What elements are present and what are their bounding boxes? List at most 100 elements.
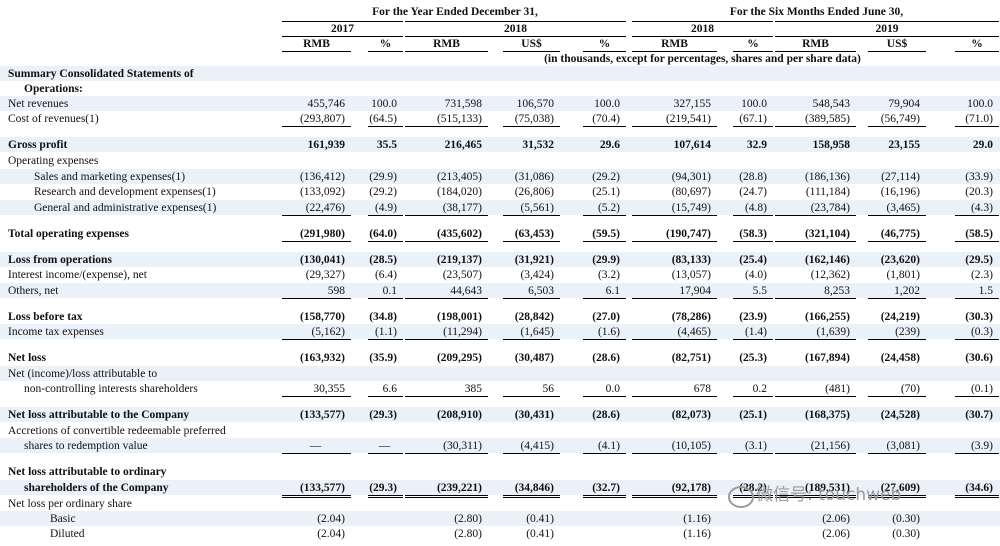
cell-value: (70) — [900, 383, 920, 395]
cell-value: (4.0) — [744, 269, 767, 281]
cell-value: (2.3) — [970, 269, 993, 281]
underline — [775, 495, 856, 501]
cell-value: 100.0 — [371, 98, 397, 110]
unit-header: RMB — [282, 37, 351, 52]
underline — [282, 298, 351, 302]
row-band — [0, 252, 1000, 267]
cell-value: (28.6) — [592, 352, 620, 364]
cell-value: (59.5) — [592, 228, 620, 240]
cell-value: (0.30) — [892, 513, 920, 525]
cell-value: (239,221) — [436, 482, 482, 494]
underline — [733, 215, 773, 219]
underline — [868, 495, 926, 501]
row-band — [0, 324, 1000, 339]
cell-value: (28.6) — [592, 409, 620, 421]
cell-value: (25.3) — [739, 352, 767, 364]
cell-value: (29.2) — [369, 186, 397, 198]
row-band — [0, 283, 1000, 298]
cell-value: (1.16) — [683, 513, 711, 525]
cell-value: 8,253 — [824, 285, 850, 297]
cell-value: (75,038) — [514, 113, 554, 125]
cell-value: (24,528) — [880, 409, 920, 421]
cell-value: (1,645) — [520, 326, 554, 338]
cell-value: (4.9) — [374, 202, 397, 214]
cell-value: (167,894) — [804, 352, 850, 364]
cell-value: (111,184) — [805, 186, 850, 198]
cell-value: (3,465) — [886, 202, 920, 214]
cell-value: 29.0 — [972, 139, 993, 151]
cell-value: (136,412) — [299, 171, 345, 183]
underline — [632, 453, 717, 457]
cell-value: (23.9) — [739, 311, 767, 323]
underline — [775, 126, 856, 130]
underline — [368, 215, 403, 219]
underline — [583, 298, 626, 302]
row-label: Diluted — [50, 528, 85, 540]
cell-value: 678 — [693, 383, 711, 395]
cell-value: (12,362) — [810, 269, 850, 281]
cell-value: (219,137) — [436, 254, 482, 266]
cell-value: (3,081) — [886, 440, 920, 452]
cell-value: 100.0 — [594, 98, 620, 110]
cell-value: (163,932) — [299, 352, 345, 364]
cell-value: (0.41) — [526, 528, 554, 540]
cell-value: (21,156) — [810, 440, 850, 452]
cell-value: (29.9) — [369, 171, 397, 183]
underline — [368, 339, 403, 343]
cell-value: (35.9) — [369, 352, 397, 364]
underline — [868, 298, 926, 302]
cell-value: (2.80) — [454, 513, 482, 525]
cell-value: (64.0) — [369, 228, 397, 240]
cell-value: (56,749) — [880, 113, 920, 125]
cell-value: (1.1) — [374, 326, 397, 338]
cell-value: (10,105) — [671, 440, 711, 452]
year-header: 2018 — [405, 21, 626, 37]
cell-value: (31,921) — [514, 254, 554, 266]
underline — [632, 298, 717, 302]
cell-value: (28.8) — [739, 171, 767, 183]
cell-value: (435,602) — [436, 228, 482, 240]
underline — [583, 453, 626, 457]
row-label: Research and development expenses(1) — [34, 186, 216, 198]
cell-value: (2.04) — [317, 528, 345, 540]
cell-value: (32.7) — [592, 482, 620, 494]
cell-value: 1.5 — [978, 285, 993, 297]
cell-value: (23,620) — [880, 254, 920, 266]
row-label: Operations: — [24, 83, 83, 95]
underline — [775, 339, 856, 343]
cell-value: 100.0 — [741, 98, 767, 110]
cell-value: 17,904 — [679, 285, 711, 297]
underline — [282, 215, 351, 219]
row-label: shares to redemption value — [24, 440, 148, 452]
cell-value: 56 — [542, 383, 555, 395]
cell-value: 107,614 — [673, 139, 711, 151]
cell-value: 1,202 — [894, 285, 920, 297]
year-header: 2019 — [775, 21, 999, 37]
cell-value: 23,155 — [888, 139, 920, 151]
underline — [868, 126, 926, 130]
cell-value: (92,178) — [671, 482, 711, 494]
underline — [405, 126, 488, 130]
cell-value: (28.5) — [369, 254, 397, 266]
row-label: non-controlling interests shareholders — [24, 383, 198, 395]
underline — [405, 453, 488, 457]
row-band — [0, 438, 1000, 453]
row-label: Others, net — [8, 285, 59, 297]
underline — [583, 241, 626, 245]
underline — [868, 396, 926, 400]
cell-value: — — [309, 440, 322, 452]
cell-value: (3.1) — [744, 440, 767, 452]
cell-value: (186,136) — [804, 171, 850, 183]
cell-value: (80,697) — [671, 186, 711, 198]
cell-value: 35.5 — [376, 139, 397, 151]
watermark-icon — [728, 486, 754, 508]
underline — [368, 396, 403, 400]
underline — [632, 126, 717, 130]
unit-header: US$ — [503, 37, 560, 52]
underline — [955, 215, 999, 219]
cell-value: 79,904 — [888, 98, 920, 110]
cell-value: (28,842) — [514, 311, 554, 323]
cell-value: (158,770) — [299, 311, 345, 323]
cell-value: 548,543 — [812, 98, 850, 110]
row-label: Summary Consolidated Statements of — [8, 68, 194, 80]
